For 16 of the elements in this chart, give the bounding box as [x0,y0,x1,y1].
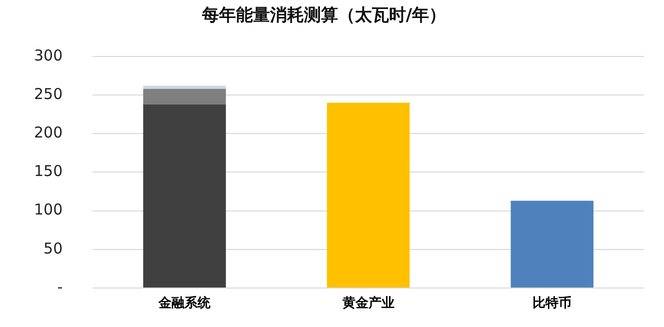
y-tick-label: 200 [34,123,63,142]
y-tick-label: - [57,278,63,296]
bar [143,86,226,89]
x-tick-label: 金融系统 [158,295,212,312]
x-tick-label: 黄金产业 [341,295,394,312]
y-tick-label: 250 [34,84,63,103]
bar [326,102,410,288]
y-tick-label: 150 [34,162,63,180]
bar [143,104,226,288]
x-tick-label: 比特币 [532,295,572,312]
chart-title: 每年能量消耗测算（太瓦时/年） [200,6,446,26]
y-tick-label: 300 [34,46,63,64]
y-tick-label: 50 [44,239,63,258]
y-tick-label: 100 [34,200,63,219]
bar [143,88,226,104]
bar [510,200,594,288]
